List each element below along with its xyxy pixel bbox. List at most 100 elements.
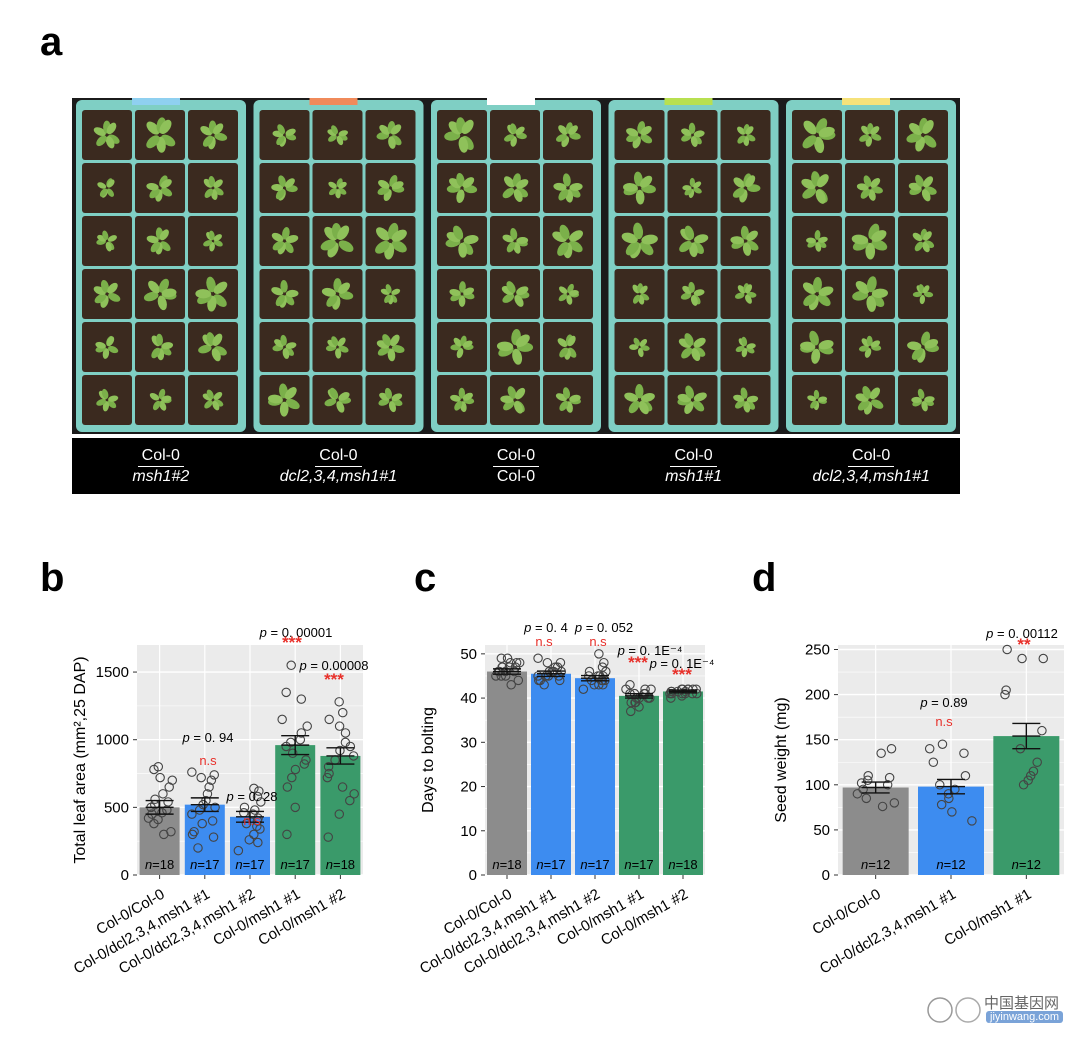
leaf <box>869 387 881 400</box>
leaf <box>275 294 285 307</box>
leaf <box>329 387 339 400</box>
tray-tag <box>842 98 890 105</box>
leaf <box>693 392 707 402</box>
soil-pot <box>437 322 487 372</box>
soil-pot <box>437 110 487 160</box>
soil-pot <box>490 375 540 425</box>
leaf <box>733 177 745 188</box>
leaf <box>626 128 639 137</box>
data-point <box>1017 653 1027 664</box>
soil-pot <box>667 216 718 266</box>
leaf <box>688 281 695 293</box>
leaf <box>161 288 177 298</box>
data-point <box>514 657 525 668</box>
leaf <box>737 135 746 144</box>
leaf <box>93 127 106 136</box>
leaf <box>871 230 887 242</box>
n-label-symbol: n <box>536 857 543 872</box>
n-label: n=17 <box>624 857 653 872</box>
leaf <box>285 289 299 298</box>
soil-pot <box>845 110 895 160</box>
rosette-plant <box>730 225 759 256</box>
leaf <box>680 292 692 300</box>
rosette-plant <box>271 175 298 201</box>
leaf <box>157 295 167 311</box>
y-axis-label: Days to bolting <box>420 707 437 813</box>
n-label-value: =12 <box>944 857 966 872</box>
significance-label: n.s <box>535 634 553 649</box>
leaf <box>391 229 407 242</box>
soil-pot <box>490 216 540 266</box>
leaf <box>871 133 882 141</box>
rosette-plant <box>906 117 937 152</box>
bar-5 <box>663 691 703 875</box>
tray-label-rootstock: Col-0 <box>496 467 536 485</box>
data-point <box>296 728 307 738</box>
leaf <box>391 181 404 190</box>
leaf <box>912 291 922 298</box>
leaf <box>693 181 702 189</box>
data-point <box>496 653 507 664</box>
p-symbol: p <box>523 620 531 635</box>
leaf <box>462 392 473 401</box>
watermark-logo-icon <box>927 997 981 1023</box>
soil-pot <box>82 375 132 425</box>
soil-pot <box>437 163 487 213</box>
leaf <box>816 174 829 188</box>
data-point <box>150 794 160 804</box>
leaf <box>338 181 347 189</box>
n-label: n=12 <box>1012 857 1041 872</box>
leaf <box>690 295 698 306</box>
p-value: = 0. 94 <box>190 730 234 745</box>
leaf <box>567 335 576 347</box>
bar-3 <box>575 678 615 875</box>
soil-pot <box>135 322 185 372</box>
leaf <box>149 188 160 199</box>
data-point <box>290 802 300 813</box>
soil-pot <box>898 269 948 319</box>
leaf <box>99 188 108 197</box>
rosette-plant <box>807 389 828 411</box>
leaf <box>208 230 215 240</box>
leaf <box>454 400 463 411</box>
leaf <box>320 239 337 251</box>
leaf <box>337 225 350 240</box>
data-point <box>256 797 266 807</box>
soil-pot <box>614 375 665 425</box>
leaf <box>730 236 744 245</box>
data-point <box>852 789 863 799</box>
leaf <box>637 347 644 358</box>
y-tick-label: 50 <box>813 822 830 839</box>
leaf <box>693 130 705 138</box>
rosette-plant <box>679 225 709 258</box>
leaf <box>213 123 224 135</box>
leaf <box>458 387 466 399</box>
leaf <box>384 387 393 399</box>
rosette-plant <box>97 178 115 198</box>
tray-tag <box>132 98 180 105</box>
n-label-value: =17 <box>588 857 610 872</box>
leaf <box>568 125 578 135</box>
leaf <box>635 189 645 205</box>
data-point <box>666 693 676 703</box>
leaf <box>858 345 869 352</box>
soil-pot <box>667 322 718 372</box>
leaf <box>745 126 754 135</box>
leaf <box>282 348 290 359</box>
leaf <box>213 391 223 400</box>
bar-4 <box>619 695 659 875</box>
data-point <box>302 721 312 731</box>
leaf <box>870 126 880 135</box>
y-tick-label: 0 <box>822 867 830 884</box>
tray-label-3: Col-0 Col-0 <box>427 438 605 494</box>
leaf <box>569 289 579 296</box>
rosette-plant <box>95 335 119 359</box>
plant-trays-photo <box>72 98 960 434</box>
soil-pot <box>259 375 310 425</box>
soil-pot <box>365 322 416 372</box>
leaf <box>204 188 214 198</box>
rosette-plant <box>96 230 117 252</box>
data-point <box>349 789 359 799</box>
bar-2 <box>531 673 571 875</box>
